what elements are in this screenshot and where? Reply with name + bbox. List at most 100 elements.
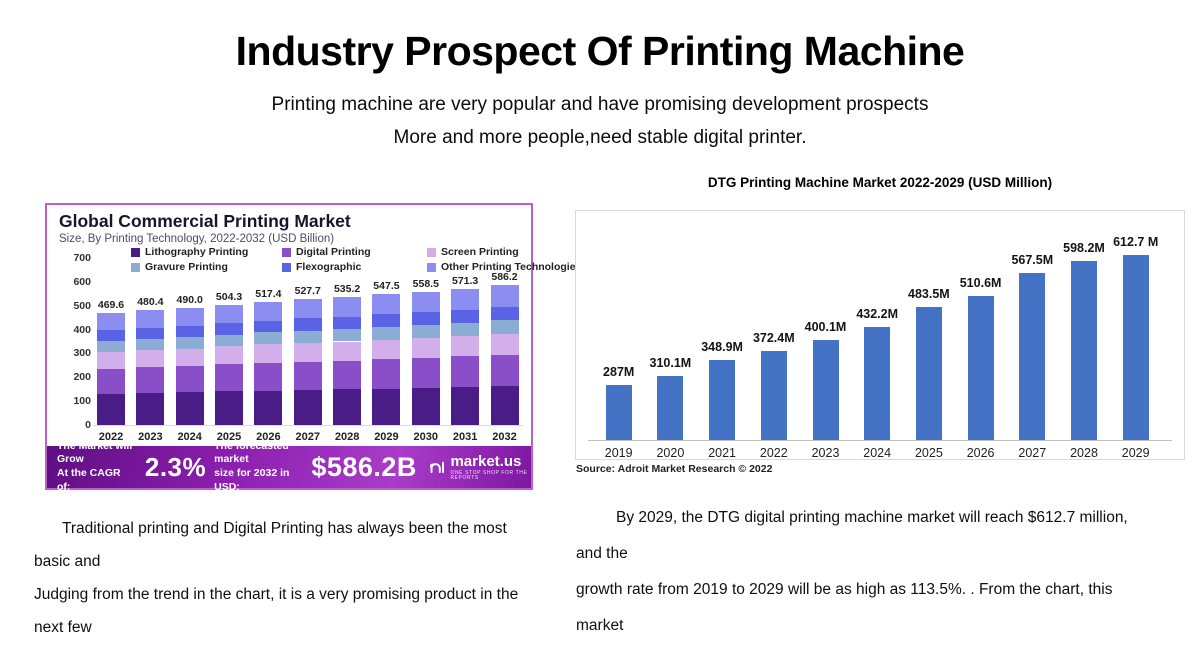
right-chart-baseline xyxy=(588,440,1172,441)
bar-total-label: 490.0 xyxy=(176,294,203,307)
stacked-bar-segment xyxy=(136,310,165,329)
stacked-bar-segment xyxy=(293,330,322,343)
x-axis-year-label: 2021 xyxy=(708,446,736,460)
stacked-bar-segment xyxy=(333,389,362,425)
banner-forecast-value: $586.2B xyxy=(311,451,417,482)
left-chart-baseline xyxy=(93,425,523,426)
stacked-bar-segment xyxy=(411,325,440,338)
stacked-bar-segment xyxy=(411,291,440,313)
legend-swatch xyxy=(282,262,291,272)
stacked-bar-segment xyxy=(97,330,125,341)
y-axis-tick-label: 300 xyxy=(73,347,91,360)
stacked-bar-segment xyxy=(254,362,283,391)
stacked-bar-segment xyxy=(175,366,204,393)
legend-label: Screen Printing xyxy=(441,246,519,258)
banner-cagr-label: The Market will Grow At the CAGR of: xyxy=(57,439,133,493)
legend-swatch xyxy=(131,247,140,257)
page-title: Industry Prospect Of Printing Machine xyxy=(235,28,965,74)
stacked-bar-segment xyxy=(372,359,401,389)
page-subtitle-1: Printing machine are very popular and ha… xyxy=(271,94,929,115)
bar-total-label: 586.2 xyxy=(491,271,518,284)
x-axis-year-label: 2019 xyxy=(604,446,633,460)
left-chart-legend: Lithography Printing Gravure Printing Digi… xyxy=(131,245,581,274)
stacked-bar-segment xyxy=(215,391,244,425)
x-axis-year-label: 2032 xyxy=(492,431,517,443)
legend-item: Digital Printing xyxy=(282,245,427,259)
stacked-bar-segment xyxy=(293,299,322,319)
bar-value-label: 287M xyxy=(603,365,635,380)
stacked-bar-segment xyxy=(293,389,322,425)
x-axis-year-label: 2024 xyxy=(177,431,202,443)
stacked-bar-segment xyxy=(254,320,283,333)
stacked-bar-segment xyxy=(451,322,480,336)
stacked-bar-segment xyxy=(333,341,362,361)
bar-value-label: 598.2M xyxy=(1063,240,1105,255)
stacked-bar-segment xyxy=(254,332,283,345)
x-axis-year-label: 2022 xyxy=(98,431,124,443)
banner-cagr-value: 2.3% xyxy=(144,451,207,482)
stacked-bar-segment xyxy=(451,335,480,357)
bar-total-label: 571.3 xyxy=(452,274,479,287)
stacked-bar-segment xyxy=(97,368,125,394)
bar-value-label: 432.2M xyxy=(856,307,899,322)
bar xyxy=(1019,273,1046,440)
bar-total-label: 558.5 xyxy=(412,277,439,290)
x-axis-year-label: 2028 xyxy=(334,431,360,443)
stacked-bar-segment xyxy=(215,334,244,347)
x-axis-year-label: 2031 xyxy=(452,431,478,443)
stacked-bar-segment xyxy=(333,329,362,342)
marketus-logo: market.us ONE STOP SHOP FOR THE REPORTS xyxy=(429,454,531,481)
stacked-bar-segment xyxy=(451,288,480,310)
left-analysis-paragraph: Traditional printing and Digital Printin… xyxy=(34,520,519,636)
legend-swatch xyxy=(427,247,436,257)
x-axis-year-label: 2025 xyxy=(216,431,242,443)
banner-forecast-label: The forecasted market size for 2032 in U… xyxy=(214,439,290,493)
stacked-bar-segment xyxy=(136,350,165,368)
y-axis-tick-label: 500 xyxy=(73,299,91,312)
stacked-bar-segment xyxy=(293,318,322,331)
x-axis-year-label: 2029 xyxy=(1121,446,1150,460)
legend-item: Screen Printing xyxy=(427,245,581,259)
bar xyxy=(967,295,994,440)
bar-value-label: 612.7 M xyxy=(1113,234,1159,249)
legend-label: Other Printing Technologies xyxy=(441,261,582,273)
bar xyxy=(864,327,891,440)
legend-item: Other Printing Technologies xyxy=(427,260,581,274)
bar-total-label: 469.6 xyxy=(97,298,125,311)
bar-total-label: 480.4 xyxy=(137,296,164,309)
stacked-bar-segment xyxy=(333,316,362,330)
bar-total-label: 535.2 xyxy=(333,283,361,296)
x-axis-year-label: 2022 xyxy=(759,446,788,460)
stacked-bar-segment xyxy=(372,294,401,315)
stacked-bar-segment xyxy=(451,309,480,323)
legend-item: Flexographic xyxy=(282,260,427,274)
bar xyxy=(657,375,684,440)
stacked-bar-segment xyxy=(136,393,165,425)
bar-value-label: 567.5M xyxy=(1011,253,1054,267)
bar-value-label: 372.4M xyxy=(752,331,795,346)
stacked-bar-segment xyxy=(333,360,362,390)
y-axis-tick-label: 100 xyxy=(73,395,91,408)
x-axis-year-label: 2023 xyxy=(138,431,163,443)
stacked-bar-segment xyxy=(372,314,401,328)
stacked-bar-segment xyxy=(293,342,322,362)
stacked-bar-segment xyxy=(411,387,440,425)
stacked-bar-segment xyxy=(97,351,125,369)
x-axis-year-label: 2028 xyxy=(1070,446,1098,460)
left-chart-title: Global Commercial Printing Market xyxy=(59,211,351,231)
bar-total-label: 547.5 xyxy=(373,280,400,293)
marketus-logo-icon xyxy=(429,461,444,474)
y-axis-tick-label: 600 xyxy=(73,275,91,288)
stacked-bar-segment xyxy=(175,308,204,327)
stacked-bar-segment xyxy=(175,392,204,425)
bar xyxy=(915,306,942,440)
bar-value-label: 510.6M xyxy=(959,275,1002,290)
source-attribution: Source: Adroit Market Research © 2022 xyxy=(576,463,773,475)
stacked-bar-segment xyxy=(490,320,519,334)
stacked-bar-segment xyxy=(490,333,519,355)
bar-value-label: 483.5M xyxy=(908,286,950,301)
x-axis-year-label: 2023 xyxy=(811,446,840,460)
marketus-logo-tagline: ONE STOP SHOP FOR THE REPORTS xyxy=(450,469,528,481)
page-subtitle-2: More and more people,need stable digital… xyxy=(393,127,807,148)
stacked-bar-segment xyxy=(411,312,440,326)
